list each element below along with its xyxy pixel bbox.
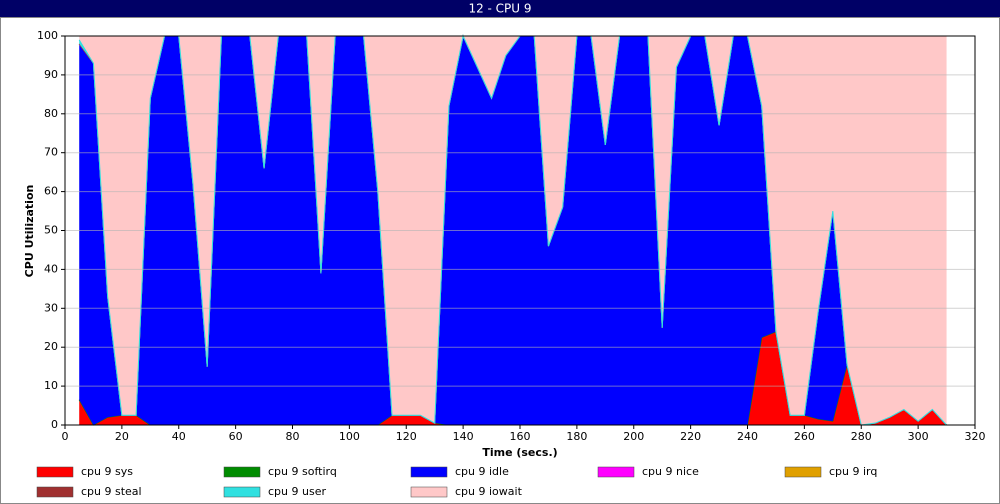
legend-swatch (784, 466, 822, 478)
legend-swatch (410, 466, 448, 478)
legend-label: cpu 9 idle (455, 465, 509, 478)
y-tick-label: 0 (51, 418, 58, 431)
legend-label: cpu 9 iowait (455, 485, 523, 498)
chart-title: 12 - CPU 9 (468, 2, 531, 16)
legend-swatch (36, 486, 74, 498)
x-tick-label: 80 (286, 430, 300, 443)
legend-label: cpu 9 user (268, 485, 326, 498)
y-tick-label: 100 (37, 29, 58, 42)
x-tick-label: 300 (908, 430, 929, 443)
legend-swatch (36, 466, 74, 478)
legend-swatch (597, 466, 635, 478)
legend-label: cpu 9 irq (829, 465, 877, 478)
legend-label: cpu 9 softirq (268, 465, 337, 478)
x-axis-label: Time (secs.) (482, 446, 557, 459)
plot-border (64, 35, 976, 426)
x-tick-label: 280 (851, 430, 872, 443)
y-tick-label: 40 (44, 262, 58, 275)
legend-label: cpu 9 sys (81, 465, 133, 478)
y-tick-label: 10 (44, 379, 58, 392)
x-tick-label: 100 (339, 430, 360, 443)
legend-label: cpu 9 nice (642, 465, 699, 478)
y-tick-label: 80 (44, 107, 58, 120)
x-tick-label: 40 (172, 430, 186, 443)
y-tick-label: 20 (44, 340, 58, 353)
y-axis-label: CPU Utilization (23, 185, 36, 278)
y-tick-label: 30 (44, 301, 58, 314)
legend-swatch (410, 486, 448, 498)
area (79, 331, 947, 425)
x-tick-label: 220 (680, 430, 701, 443)
x-tick-label: 20 (115, 430, 129, 443)
legend-swatch (223, 466, 261, 478)
y-tick-label: 70 (44, 146, 58, 159)
x-tick-label: 320 (965, 430, 986, 443)
legend-label: cpu 9 steal (81, 485, 142, 498)
x-tick-label: 260 (794, 430, 815, 443)
x-tick-label: 60 (229, 430, 243, 443)
x-tick-label: 180 (566, 430, 587, 443)
y-tick-label: 60 (44, 185, 58, 198)
title-bar (0, 0, 1000, 17)
y-tick-label: 50 (44, 224, 58, 237)
legend-swatch (223, 486, 261, 498)
y-tick-label: 90 (44, 68, 58, 81)
x-tick-label: 240 (737, 430, 758, 443)
x-tick-label: 120 (396, 430, 417, 443)
x-tick-label: 160 (510, 430, 531, 443)
x-tick-label: 0 (62, 430, 69, 443)
x-tick-label: 140 (453, 430, 474, 443)
x-tick-label: 200 (623, 430, 644, 443)
